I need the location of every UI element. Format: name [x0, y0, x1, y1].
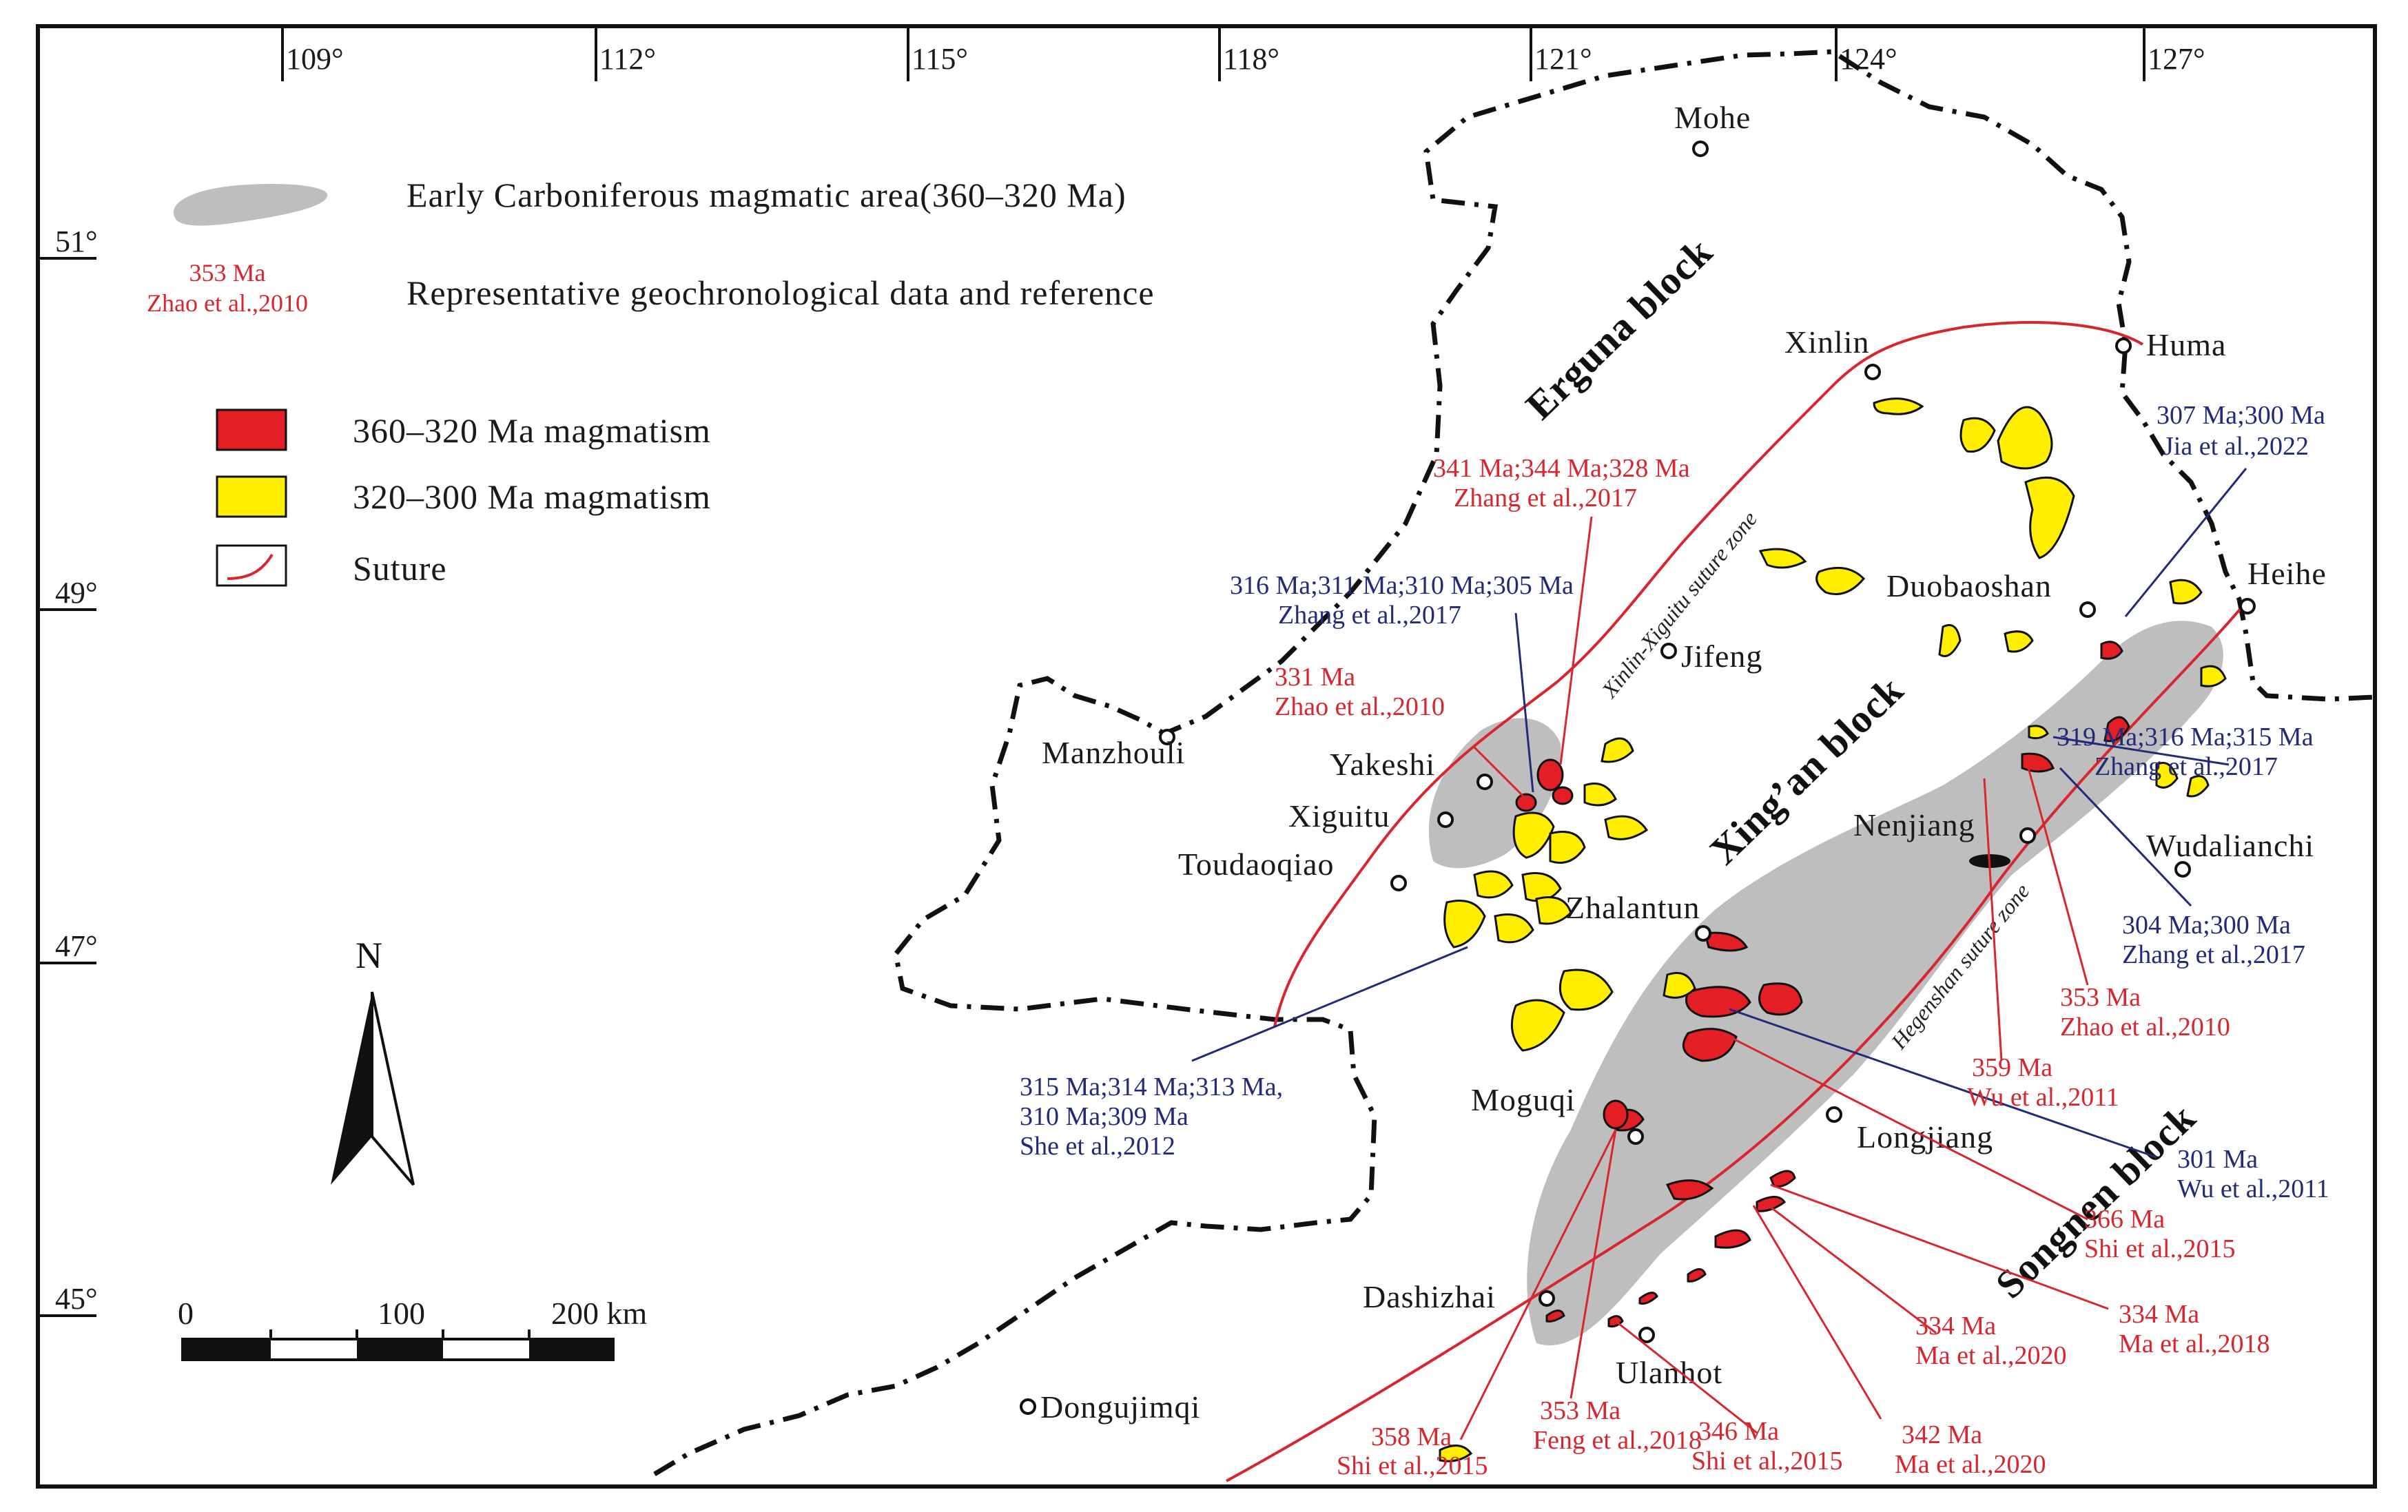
age-label: 341 Ma;344 Ma;328 Ma	[1433, 454, 1690, 483]
north-arrow: N	[331, 935, 415, 1186]
lon-label-127: 127°	[2148, 42, 2205, 76]
city-jifeng: Jifeng	[1681, 639, 1762, 674]
city-duobaoshan: Duobaoshan	[1886, 568, 2052, 603]
lon-label-118: 118°	[1223, 42, 1279, 76]
age-label: 353 Ma	[1540, 1396, 1620, 1425]
legend-yellow-text: 320–300 Ma magmatism	[353, 477, 711, 516]
scale-zero: 0	[178, 1296, 194, 1331]
red-magmatism-bodies	[1515, 641, 2130, 1328]
ref-label: Zhao et al.,2010	[1275, 692, 1445, 721]
ref-label: She et al.,2012	[1020, 1132, 1175, 1161]
legend-sample-ref: Zhao et al.,2010	[147, 289, 308, 317]
city-zhalantun: Zhalantun	[1565, 890, 1700, 925]
age-label: 316 Ma;311 Ma;310 Ma;305 Ma	[1230, 571, 1574, 600]
leader-lines-red	[1459, 516, 2109, 1440]
age-label: 353 Ma	[2060, 983, 2141, 1012]
legend-sample-age: 353 Ma	[189, 259, 266, 287]
scale-bar: 0 100 200 km	[178, 1296, 648, 1361]
north-arrow-left	[331, 992, 372, 1185]
city-heihe: Heihe	[2247, 556, 2327, 591]
city-mohe: Mohe	[1674, 100, 1751, 135]
legend-gray-text: Early Carboniferous magmatic area(360–32…	[407, 176, 1126, 214]
ref-label: Zhang et al.,2017	[2095, 752, 2278, 781]
city-dashizhai: Dashizhai	[1363, 1279, 1496, 1314]
legend-suture-text: Suture	[353, 549, 447, 588]
city-huma: Huma	[2146, 327, 2226, 362]
age-label: 319 Ma;316 Ma;315 Ma	[2057, 723, 2314, 752]
legend-geochron-text: Representative geochronological data and…	[407, 273, 1155, 312]
yellow-magmatism-bodies	[1439, 397, 2227, 1462]
age-label: 334 Ma	[2119, 1300, 2199, 1329]
lat-label-45: 45°	[55, 1282, 98, 1316]
age-label: 334 Ma	[1915, 1312, 1996, 1340]
ref-label: Shi et al.,2015	[1337, 1451, 1488, 1480]
lon-label-115: 115°	[912, 42, 968, 76]
national-border	[653, 49, 2376, 1477]
legend: Early Carboniferous magmatic area(360–32…	[147, 176, 1155, 588]
age-label: 366 Ma	[2084, 1205, 2165, 1234]
geochron-labels: 341 Ma;344 Ma;328 Ma Zhang et al.,2017 3…	[1020, 401, 2329, 1480]
city-wudalianchi: Wudalianchi	[2146, 828, 2314, 863]
lat-label-51: 51°	[55, 225, 98, 258]
legend-yellow-swatch	[216, 475, 287, 518]
ref-label: Ma et al.,2018	[2119, 1329, 2270, 1358]
scale-end: 200 km	[551, 1296, 648, 1331]
city-xinlin: Xinlin	[1784, 324, 1870, 360]
ref-label: Zhang et al.,2017	[1278, 601, 1461, 630]
north-label: N	[356, 935, 382, 976]
age-label: 304 Ma;300 Ma	[2122, 911, 2291, 940]
city-ulanhot: Ulanhot	[1616, 1355, 1722, 1390]
city-manzhouli: Manzhouli	[1042, 735, 1185, 770]
ref-label: Zhao et al.,2010	[2060, 1013, 2230, 1042]
city-xiguitu: Xiguitu	[1288, 798, 1390, 833]
ref-label: Feng et al.,2018	[1533, 1426, 1702, 1455]
longitude-ticks	[281, 26, 2145, 81]
leader-lines-blue	[1191, 468, 2247, 1159]
legend-red-swatch	[216, 408, 287, 451]
city-moguqi: Moguqi	[1471, 1082, 1576, 1117]
city-dongujimqi: Dongujimqi	[1040, 1389, 1200, 1425]
ref-label: Shi et al.,2015	[2084, 1234, 2236, 1263]
city-nenjiang: Nenjiang	[1853, 807, 1975, 842]
lon-label-124: 124°	[1840, 42, 1897, 76]
lon-label-112: 112°	[599, 42, 656, 76]
age-label: 342 Ma	[1902, 1420, 1982, 1449]
legend-suture-line	[227, 553, 274, 580]
ref-label: Zhang et al.,2017	[2122, 940, 2305, 969]
ref-label: Jia et al.,2022	[2163, 432, 2309, 461]
age-label: 359 Ma	[1972, 1053, 2052, 1082]
age-label: 358 Ma	[1371, 1422, 1452, 1451]
latitude-ticks	[38, 257, 96, 1317]
ref-label: Shi et al.,2015	[1691, 1447, 1843, 1475]
lon-label-121: 121°	[1534, 42, 1592, 76]
lon-label-109: 109°	[286, 42, 344, 76]
city-yakeshi: Yakeshi	[1330, 747, 1435, 782]
age-label: 331 Ma	[1275, 663, 1355, 692]
age-label: 310 Ma;309 Ma	[1020, 1102, 1188, 1131]
ref-label: Ma et al.,2020	[1895, 1450, 2046, 1479]
legend-red-text: 360–320 Ma magmatism	[353, 411, 711, 450]
age-label: 307 Ma;300 Ma	[2157, 401, 2325, 430]
age-label: 315 Ma;314 Ma;313 Ma,	[1020, 1073, 1283, 1101]
ref-label: Ma et al.,2020	[1915, 1341, 2067, 1370]
ref-label: Wu et al.,2011	[1967, 1083, 2119, 1112]
city-markers	[1020, 141, 2256, 1415]
scale-mid: 100	[378, 1296, 425, 1331]
ref-label: Zhang et al.,2017	[1454, 484, 1637, 512]
legend-suture-swatch	[216, 544, 287, 587]
city-toudaoqiao: Toudaoqiao	[1178, 847, 1335, 882]
lat-label-49: 49°	[55, 576, 98, 610]
age-label: 301 Ma	[2177, 1145, 2258, 1174]
age-label: 346 Ma	[1698, 1417, 1779, 1446]
map-frame	[36, 24, 2377, 1489]
legend-gray-swatch	[173, 183, 328, 226]
north-arrow-right	[371, 991, 415, 1186]
ref-label: Wu et al.,2011	[2177, 1174, 2329, 1203]
lat-label-47: 47°	[55, 929, 98, 963]
